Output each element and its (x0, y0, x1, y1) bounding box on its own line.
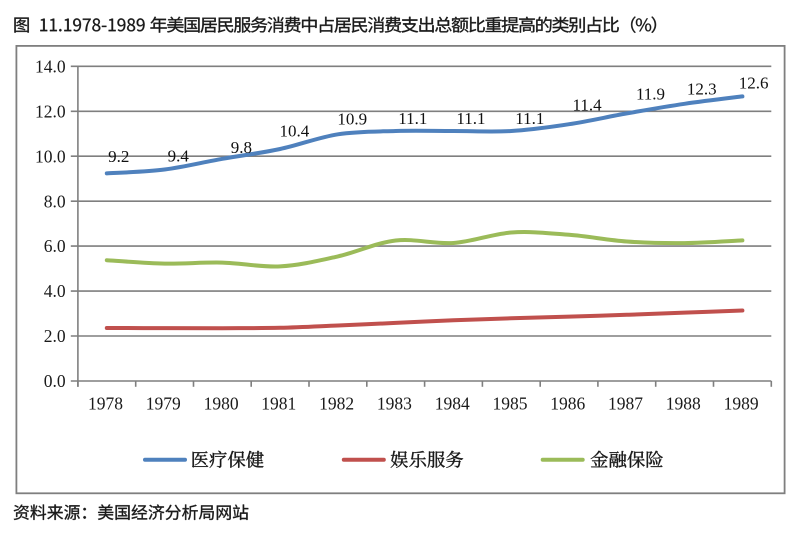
svg-text:9.2: 9.2 (108, 147, 129, 166)
svg-text:9.8: 9.8 (231, 138, 252, 157)
svg-text:12.0: 12.0 (35, 101, 66, 121)
svg-text:1987: 1987 (608, 394, 643, 414)
svg-text:1978: 1978 (88, 394, 123, 414)
svg-text:14.0: 14.0 (35, 56, 66, 76)
svg-text:0.0: 0.0 (44, 371, 66, 391)
svg-text:1989: 1989 (724, 394, 759, 414)
svg-text:11.9: 11.9 (636, 84, 665, 103)
svg-text:11.1: 11.1 (398, 109, 427, 128)
svg-text:2.0: 2.0 (44, 326, 66, 346)
svg-text:4.0: 4.0 (44, 281, 66, 301)
svg-text:1979: 1979 (146, 394, 181, 414)
svg-text:9.4: 9.4 (168, 147, 190, 166)
svg-text:1985: 1985 (493, 394, 528, 414)
svg-text:6.0: 6.0 (44, 236, 66, 256)
svg-text:1980: 1980 (204, 394, 239, 414)
svg-text:1988: 1988 (666, 394, 701, 414)
svg-text:11.1: 11.1 (456, 109, 485, 128)
svg-text:8.0: 8.0 (44, 191, 66, 211)
svg-text:12.6: 12.6 (739, 74, 769, 93)
svg-text:1983: 1983 (377, 394, 412, 414)
svg-text:1984: 1984 (435, 394, 470, 414)
svg-text:1982: 1982 (319, 394, 354, 414)
svg-text:10.9: 10.9 (337, 110, 367, 129)
svg-text:10.4: 10.4 (280, 121, 310, 140)
svg-text:11.1: 11.1 (515, 109, 544, 128)
svg-text:1986: 1986 (550, 394, 585, 414)
svg-text:12.3: 12.3 (687, 80, 717, 99)
svg-text:10.0: 10.0 (35, 146, 66, 166)
svg-text:1981: 1981 (261, 394, 296, 414)
svg-text:11.4: 11.4 (573, 96, 603, 115)
